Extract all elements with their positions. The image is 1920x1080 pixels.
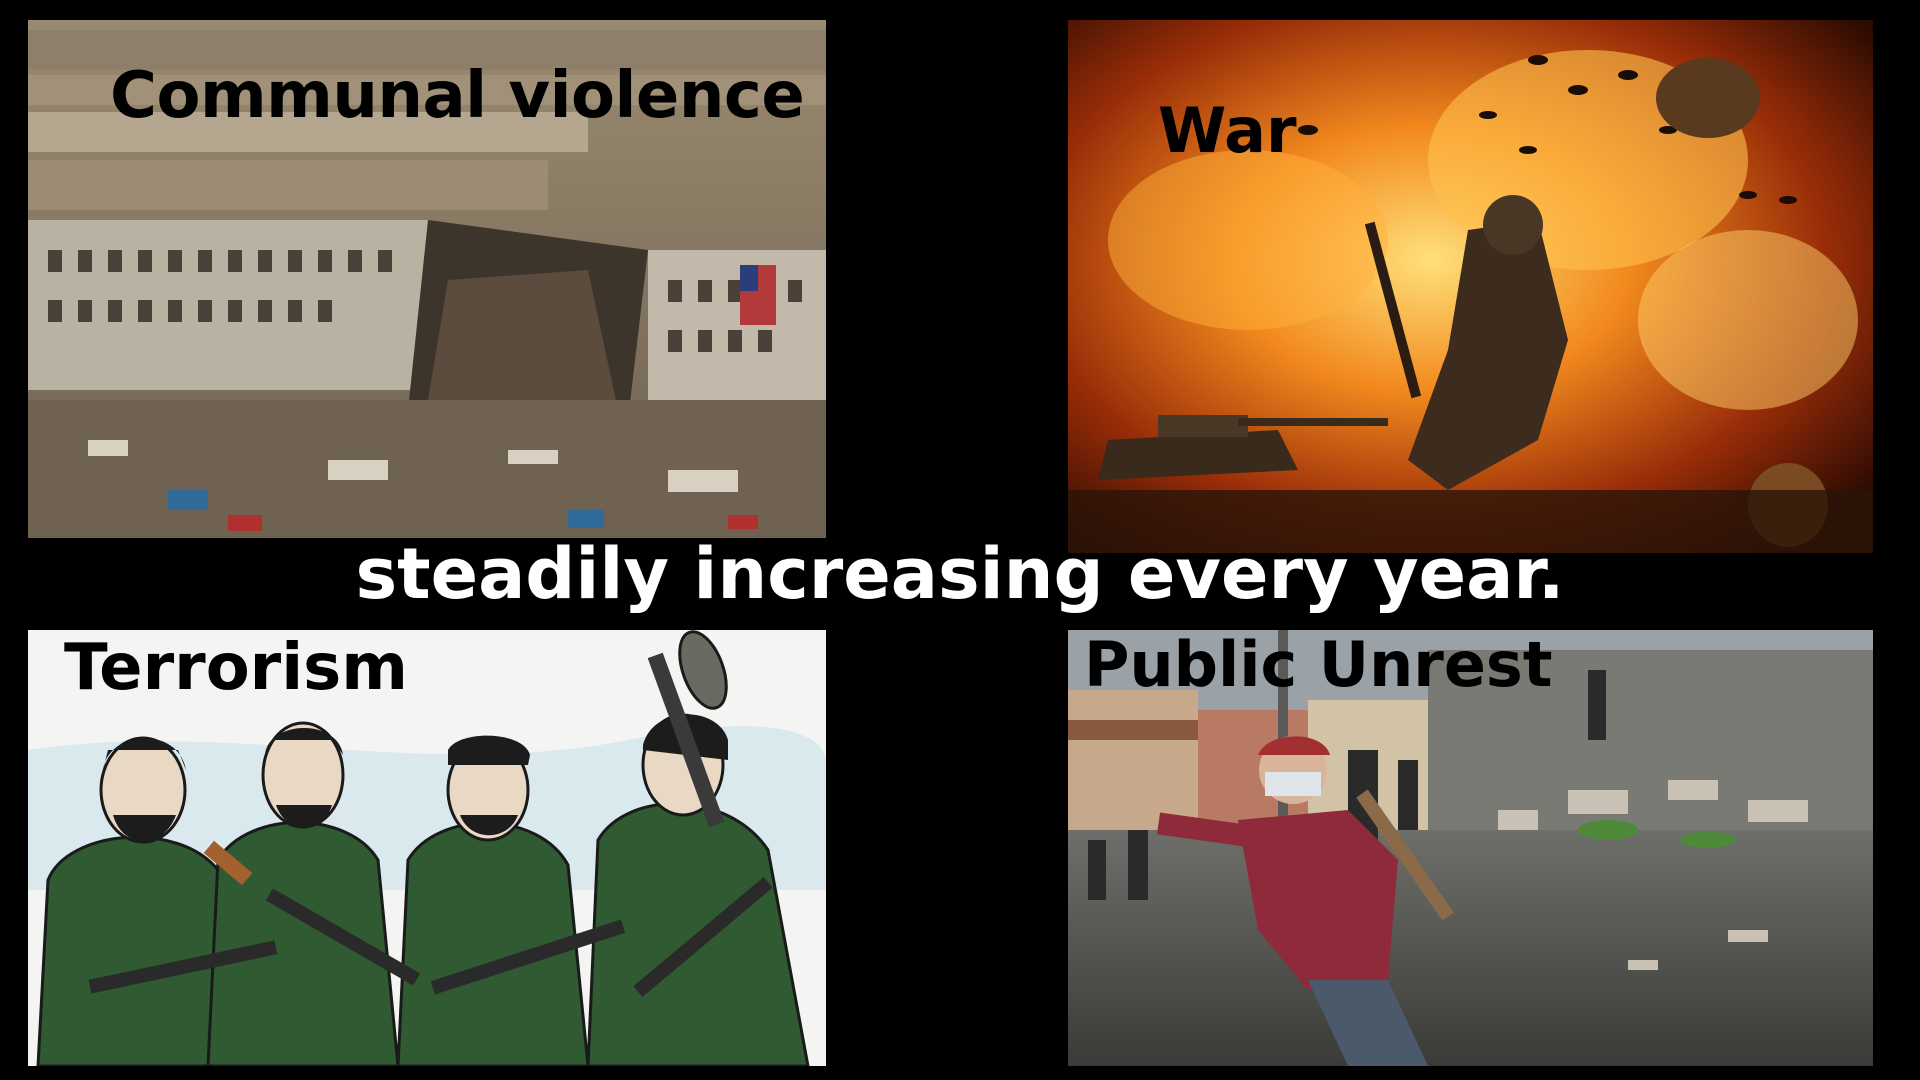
panel-label: War — [1158, 94, 1297, 167]
panel-communal-violence: Communal violence — [28, 20, 826, 538]
panel-label: Communal violence — [110, 59, 805, 133]
panel-terrorism: Terrorism — [28, 630, 826, 1066]
panel-label: Public Unrest — [1084, 630, 1553, 701]
panel-label: Terrorism — [64, 631, 408, 705]
damaged-building-image — [28, 20, 826, 538]
street-protest-image — [1068, 630, 1873, 1066]
caption-text: steadily increasing every year. — [355, 533, 1565, 615]
panel-war: War — [1068, 20, 1873, 553]
armed-men-sketch-image — [28, 630, 826, 1066]
battlefield-explosion-image — [1068, 20, 1873, 553]
panel-public-unrest: Public Unrest — [1068, 630, 1873, 1066]
